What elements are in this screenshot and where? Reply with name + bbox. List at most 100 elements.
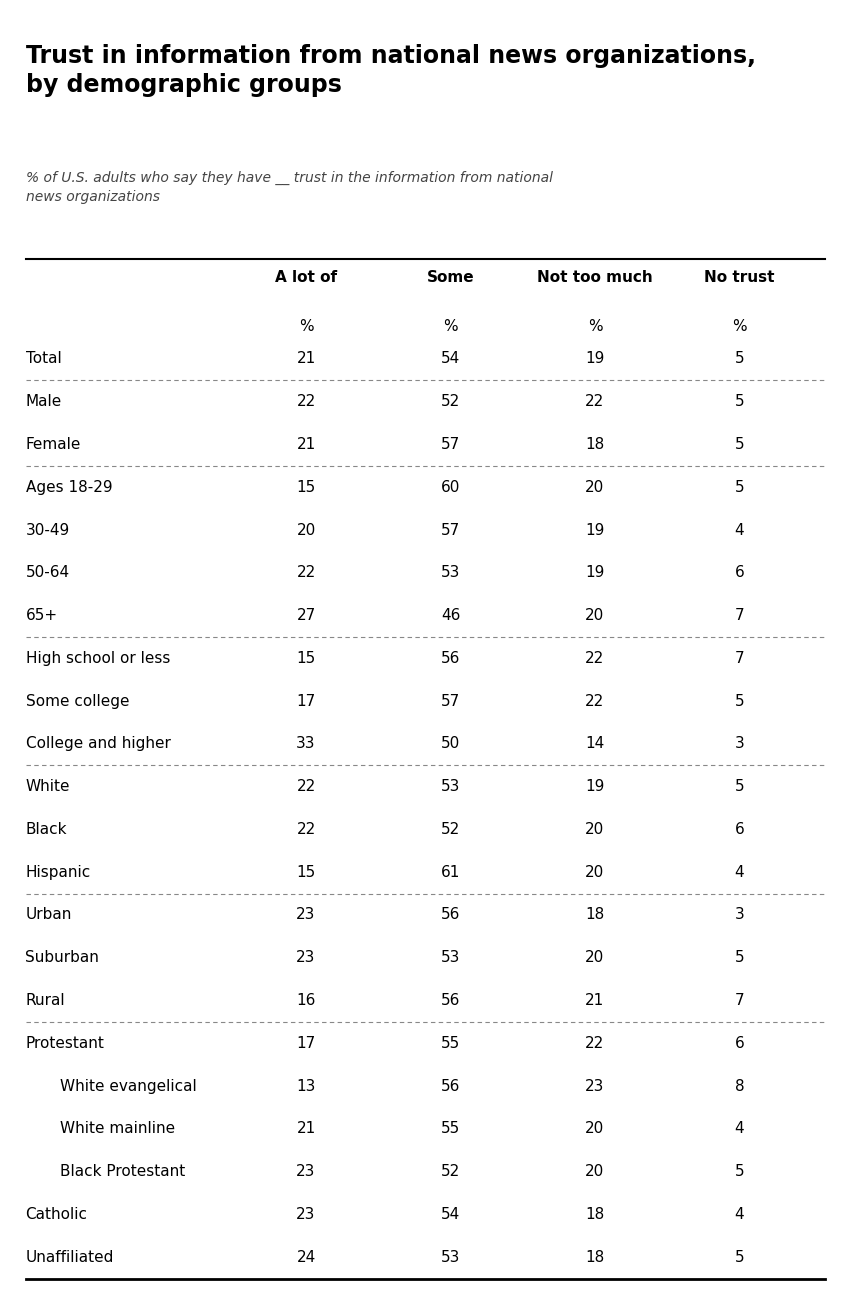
Text: No trust: No trust — [705, 270, 774, 285]
Text: 23: 23 — [297, 950, 315, 966]
Text: 21: 21 — [297, 437, 315, 452]
Text: 24: 24 — [297, 1249, 315, 1265]
Text: 3: 3 — [734, 907, 745, 923]
Text: Black Protestant: Black Protestant — [60, 1164, 184, 1179]
Text: %: % — [298, 319, 314, 334]
Text: 19: 19 — [586, 522, 604, 538]
Text: 52: 52 — [441, 1164, 460, 1179]
Text: 4: 4 — [734, 1207, 745, 1222]
Text: 15: 15 — [297, 864, 315, 880]
Text: 20: 20 — [586, 480, 604, 495]
Text: 57: 57 — [441, 693, 460, 709]
Text: 21: 21 — [586, 993, 604, 1008]
Text: Some: Some — [427, 270, 474, 285]
Text: %: % — [443, 319, 458, 334]
Text: 20: 20 — [297, 522, 315, 538]
Text: Rural: Rural — [26, 993, 65, 1008]
Text: 61: 61 — [441, 864, 460, 880]
Text: % of U.S. adults who say they have __ trust in the information from national
new: % of U.S. adults who say they have __ tr… — [26, 171, 552, 203]
Text: 16: 16 — [297, 993, 315, 1008]
Text: 13: 13 — [297, 1078, 315, 1094]
Text: 7: 7 — [734, 993, 745, 1008]
Text: 5: 5 — [734, 351, 745, 367]
Text: Black: Black — [26, 822, 67, 837]
Text: Unaffiliated: Unaffiliated — [26, 1249, 114, 1265]
Text: A lot of: A lot of — [275, 270, 337, 285]
Text: 18: 18 — [586, 907, 604, 923]
Text: 4: 4 — [734, 1121, 745, 1137]
Text: %: % — [587, 319, 603, 334]
Text: 23: 23 — [297, 1164, 315, 1179]
Text: White mainline: White mainline — [60, 1121, 174, 1137]
Text: 6: 6 — [734, 565, 745, 581]
Text: 46: 46 — [441, 608, 460, 623]
Text: 23: 23 — [297, 1207, 315, 1222]
Text: 50: 50 — [441, 736, 460, 752]
Text: 53: 53 — [441, 779, 460, 794]
Text: 4: 4 — [734, 522, 745, 538]
Text: 20: 20 — [586, 1164, 604, 1179]
Text: 30-49: 30-49 — [26, 522, 70, 538]
Text: 22: 22 — [586, 693, 604, 709]
Text: 4: 4 — [734, 864, 745, 880]
Text: 7: 7 — [734, 608, 745, 623]
Text: Trust in information from national news organizations,
by demographic groups: Trust in information from national news … — [26, 44, 756, 97]
Text: 56: 56 — [441, 651, 460, 666]
Text: 19: 19 — [586, 779, 604, 794]
Text: 18: 18 — [586, 1249, 604, 1265]
Text: 5: 5 — [734, 480, 745, 495]
Text: 54: 54 — [441, 351, 460, 367]
Text: 18: 18 — [586, 1207, 604, 1222]
Text: 53: 53 — [441, 565, 460, 581]
Text: 53: 53 — [441, 950, 460, 966]
Text: 8: 8 — [734, 1078, 745, 1094]
Text: Not too much: Not too much — [537, 270, 653, 285]
Text: 33: 33 — [297, 736, 315, 752]
Text: 18: 18 — [586, 437, 604, 452]
Text: 57: 57 — [441, 437, 460, 452]
Text: 5: 5 — [734, 693, 745, 709]
Text: 17: 17 — [297, 693, 315, 709]
Text: 22: 22 — [586, 394, 604, 410]
Text: Male: Male — [26, 394, 62, 410]
Text: 5: 5 — [734, 394, 745, 410]
Text: 5: 5 — [734, 1164, 745, 1179]
Text: High school or less: High school or less — [26, 651, 170, 666]
Text: Ages 18-29: Ages 18-29 — [26, 480, 112, 495]
Text: 15: 15 — [297, 480, 315, 495]
Text: Female: Female — [26, 437, 81, 452]
Text: Suburban: Suburban — [26, 950, 99, 966]
Text: 53: 53 — [441, 1249, 460, 1265]
Text: 56: 56 — [441, 993, 460, 1008]
Text: 5: 5 — [734, 437, 745, 452]
Text: 19: 19 — [586, 351, 604, 367]
Text: 20: 20 — [586, 1121, 604, 1137]
Text: Total: Total — [26, 351, 61, 367]
Text: Catholic: Catholic — [26, 1207, 88, 1222]
Text: 22: 22 — [297, 565, 315, 581]
Text: 6: 6 — [734, 1036, 745, 1051]
Text: 52: 52 — [441, 394, 460, 410]
Text: 17: 17 — [297, 1036, 315, 1051]
Text: 3: 3 — [734, 736, 745, 752]
Text: 20: 20 — [586, 822, 604, 837]
Text: 23: 23 — [586, 1078, 604, 1094]
Text: 21: 21 — [297, 351, 315, 367]
Text: 22: 22 — [297, 394, 315, 410]
Text: 27: 27 — [297, 608, 315, 623]
Text: %: % — [732, 319, 747, 334]
Text: 22: 22 — [586, 1036, 604, 1051]
Text: 22: 22 — [297, 779, 315, 794]
Text: 20: 20 — [586, 950, 604, 966]
Text: 20: 20 — [586, 864, 604, 880]
Text: 14: 14 — [586, 736, 604, 752]
Text: 55: 55 — [441, 1036, 460, 1051]
Text: 60: 60 — [441, 480, 460, 495]
Text: 7: 7 — [734, 651, 745, 666]
Text: Hispanic: Hispanic — [26, 864, 91, 880]
Text: 21: 21 — [297, 1121, 315, 1137]
Text: 50-64: 50-64 — [26, 565, 70, 581]
Text: 22: 22 — [297, 822, 315, 837]
Text: 6: 6 — [734, 822, 745, 837]
Text: 5: 5 — [734, 950, 745, 966]
